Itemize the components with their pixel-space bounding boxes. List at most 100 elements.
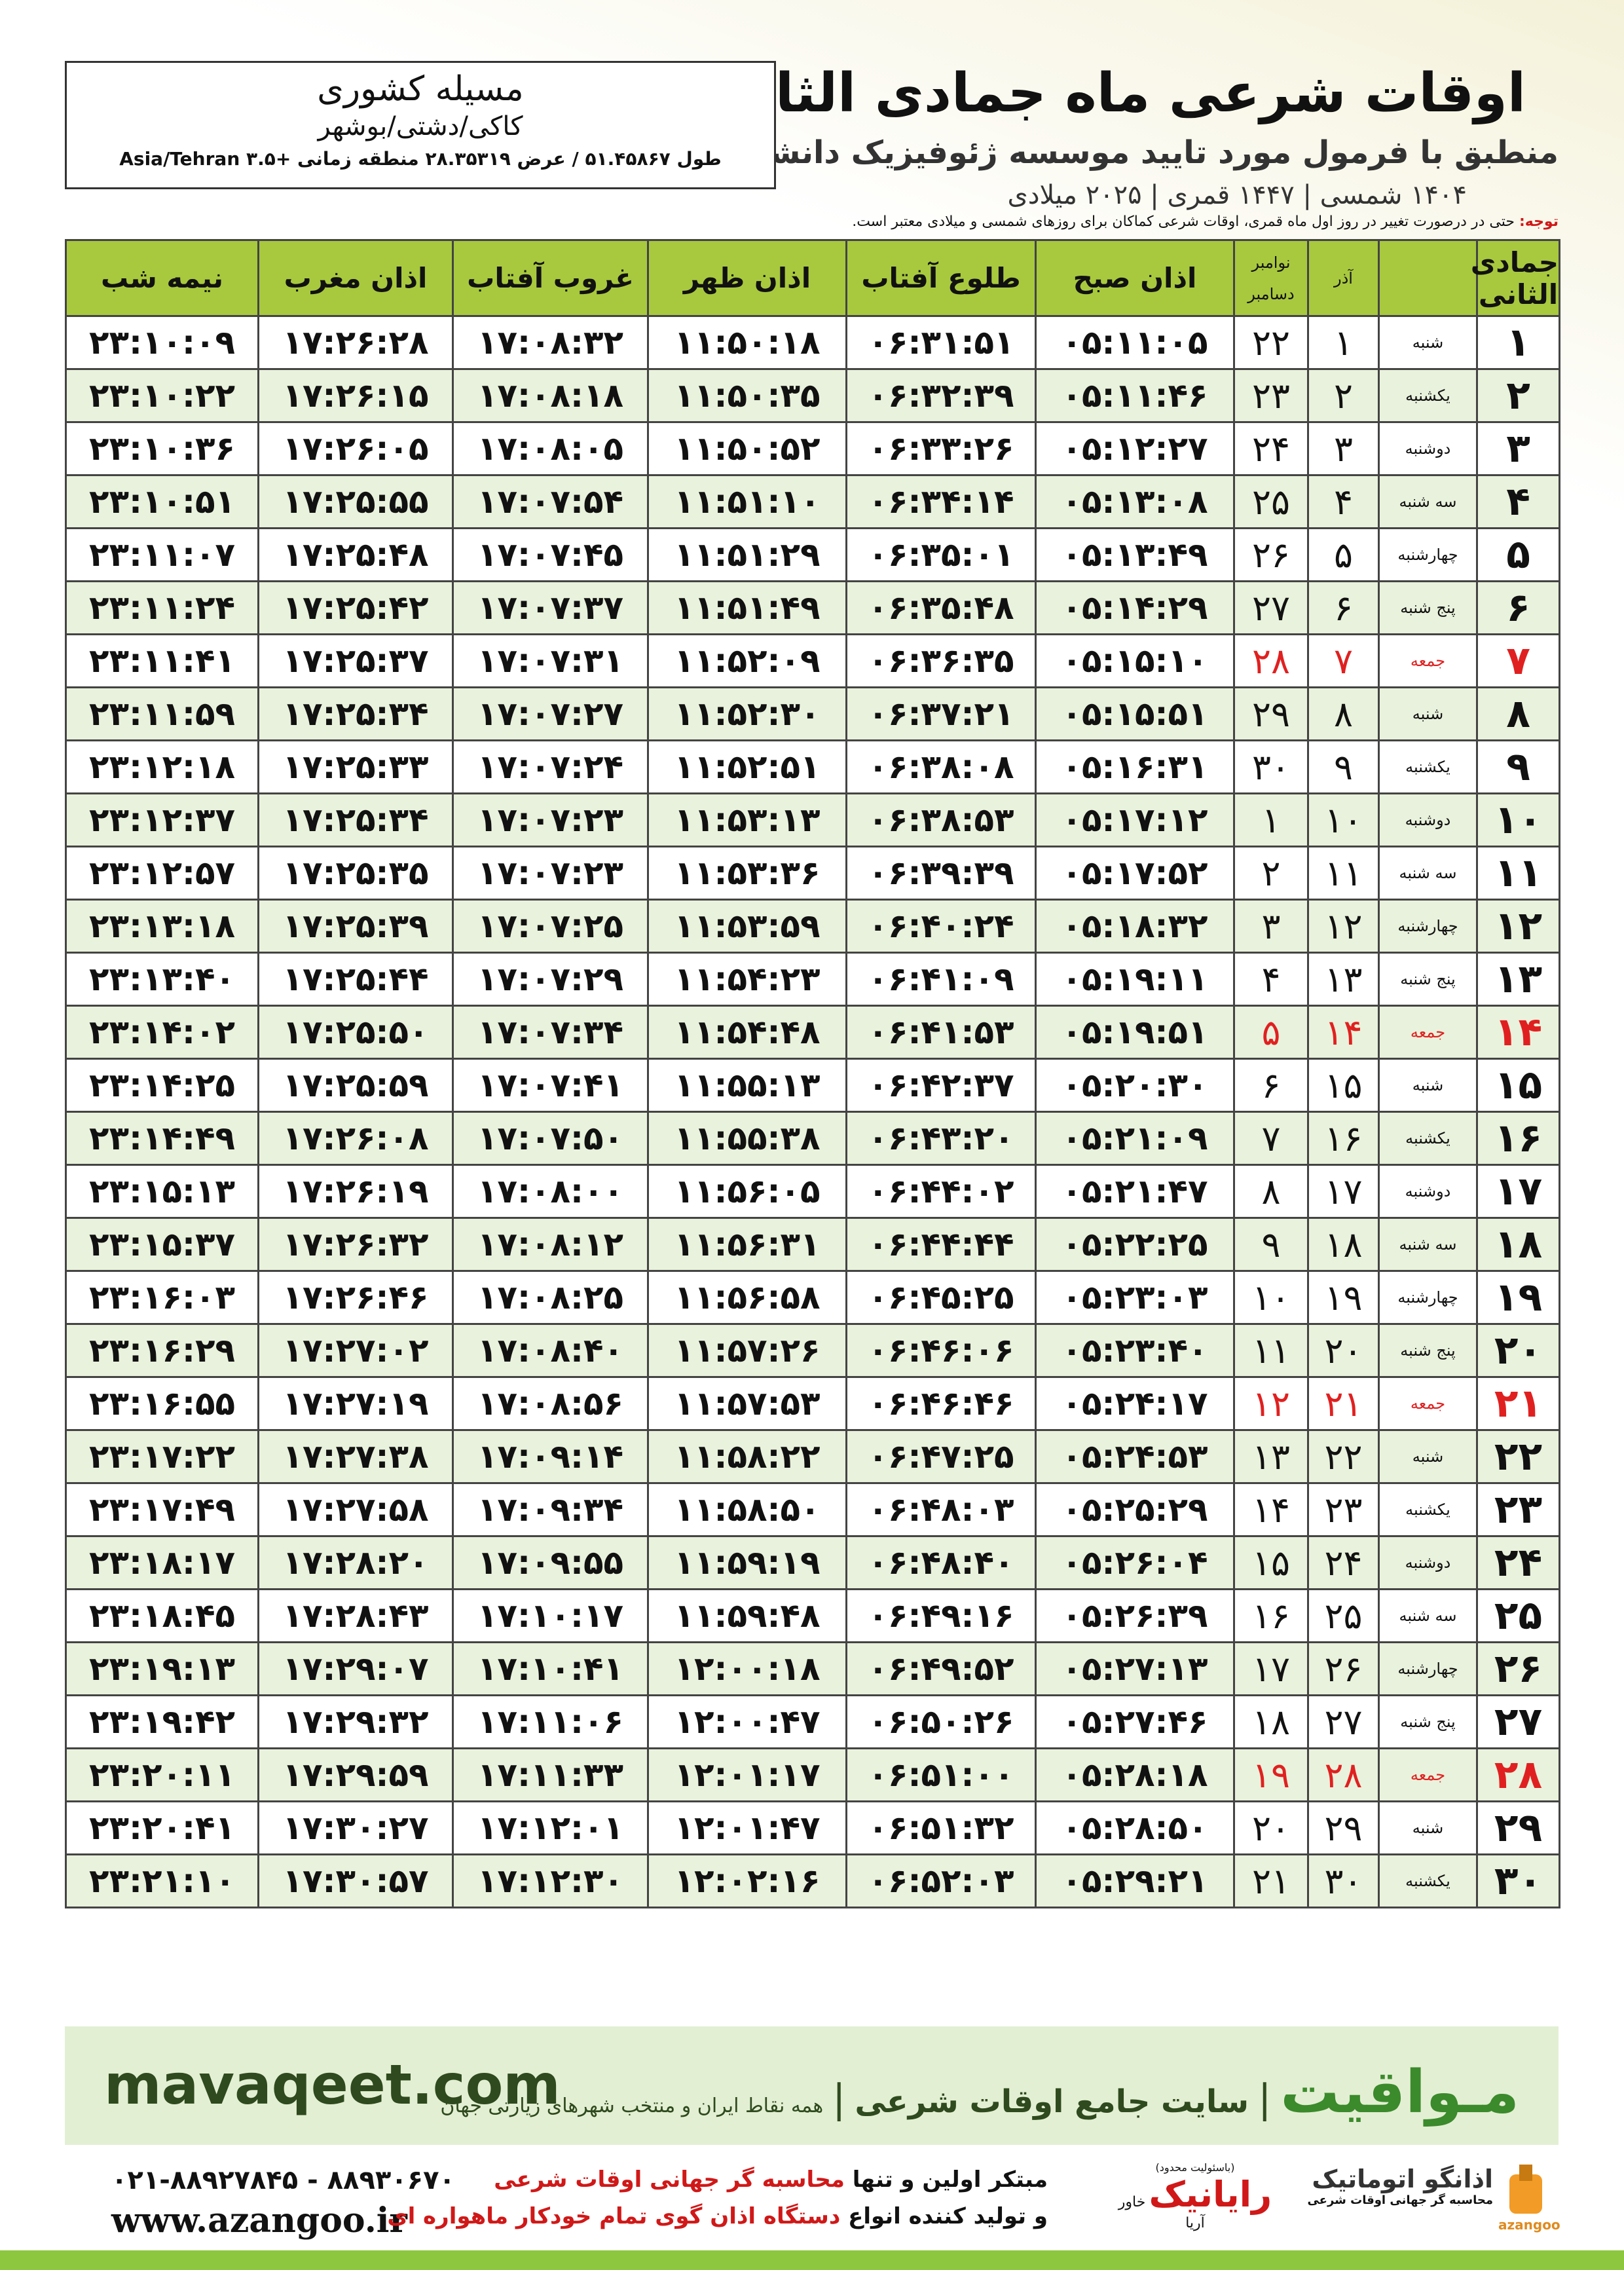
table-cell: شنبه [1378,1800,1478,1855]
table-cell: ۹ [1307,739,1380,794]
logo-rayanik: (باسئولیت محدود) رایانیک خاور آریا [1107,2161,1283,2233]
table-cell: ۱۷:۲۶:۳۲ [257,1217,454,1272]
table-row: ۲۷ پنج شنبه ۲۷ ۱۸ ۰۵:۲۷:۴۶ ۰۶:۵۰:۲۶ ۱۲:۰۰:۴۷ ۱۷… [65,1694,1560,1749]
table-cell: ۰۶:۳۵:۴۸ [845,580,1037,635]
table-cell: ۰۶:۵۱:۳۲ [845,1800,1037,1855]
logo-azangoo: اذانگو اتوماتیک محاسبه گر جهانی اوقات شرع… [1303,2161,1560,2233]
logo-sub: خاور آریا [1118,2194,1205,2231]
table-cell: ۱۰ [1233,1270,1309,1325]
table-cell: ۰۶:۴۴:۴۴ [845,1217,1037,1272]
table-cell: ۱۲:۰۰:۴۷ [647,1694,847,1749]
table-cell: ۰۵:۲۹:۲۱ [1035,1853,1235,1908]
table-cell: ۲۳:۱۹:۴۲ [65,1694,259,1749]
table-cell: ۵ [1233,1005,1309,1060]
table-row: ۱۳ پنج شنبه ۱۳ ۴ ۰۵:۱۹:۱۱ ۰۶:۴۱:۰۹ ۱۱:۵۴:۲۳ ۱۷:… [65,952,1560,1007]
banner: mavaqeet.com مـواقیت|سایت جامع اوقات شرع… [65,2026,1559,2145]
table-cell: ۱۷:۲۶:۱۹ [257,1164,454,1219]
table-cell: ۰۶:۴۸:۰۳ [845,1482,1037,1537]
table-cell: ۱۷:۲۵:۴۸ [257,527,454,582]
table-cell: ۱۲:۰۲:۱۶ [647,1853,847,1908]
table-cell: ۹ [1233,1217,1309,1272]
table-cell: ۳ [1476,421,1560,476]
table-cell: ۱۷ [1307,1164,1380,1219]
table-row: ۷ جمعه ۷ ۲۸ ۰۵:۱۵:۱۰ ۰۶:۳۶:۳۵ ۱۱:۵۲:۰۹ ۱۷:۰۷:۳۱… [65,633,1560,688]
table-cell: ۱۴ [1233,1482,1309,1537]
table-cell: ۱ [1233,792,1309,847]
table-cell: دوشنبه [1378,792,1478,847]
table-row: ۱۷ دوشنبه ۱۷ ۸ ۰۵:۲۱:۴۷ ۰۶:۴۴:۰۲ ۱۱:۵۶:۰۵ ۱۷:۰۸… [65,1164,1560,1219]
table-cell: ۲۴ [1476,1535,1560,1590]
table-cell: ۲۷ [1476,1694,1560,1749]
table-cell: ۱۱:۵۳:۳۶ [647,846,847,901]
table-cell: سه شنبه [1378,1217,1478,1272]
table-cell: ۴ [1233,952,1309,1007]
table-cell: ۱۱ [1476,846,1560,901]
table-cell: ۲ [1307,368,1380,423]
table-cell: ۱۱:۵۴:۲۳ [647,952,847,1007]
table-cell: ۶ [1476,580,1560,635]
table-row: ۱۰ دوشنبه ۱۰ ۱ ۰۵:۱۷:۱۲ ۰۶:۳۸:۵۳ ۱۱:۵۳:۱۳ ۱۷:۰۷… [65,792,1560,847]
table-cell: ۰۵:۲۳:۴۰ [1035,1323,1235,1378]
table-cell: ۲۳:۱۱:۵۹ [65,686,259,741]
table-cell: ۱۵ [1307,1058,1380,1113]
table-cell: ۱۷:۰۷:۵۰ [452,1111,649,1166]
table-cell: ۰۶:۴۸:۴۰ [845,1535,1037,1590]
table-cell: ۲ [1476,368,1560,423]
website[interactable]: www.azangoo.ir [111,2201,407,2241]
table-cell: ۰۶:۴۹:۱۶ [845,1588,1037,1643]
table-cell: ۰۵:۲۰:۳۰ [1035,1058,1235,1113]
table-cell: ۰۶:۳۹:۳۹ [845,846,1037,901]
table-cell: ۸ [1476,686,1560,741]
table-cell: ۲۵ [1233,474,1309,529]
table-cell: ۱۱:۵۶:۳۱ [647,1217,847,1272]
table-cell: ۱۷ [1233,1641,1309,1696]
table-cell: سه شنبه [1378,1588,1478,1643]
table-cell: ۱۲ [1307,899,1380,954]
table-cell: ۱۱:۵۰:۳۵ [647,368,847,423]
table-cell: سه شنبه [1378,846,1478,901]
table-cell: ۲۳:۱۷:۲۲ [65,1429,259,1484]
table-cell: ۰۶:۳۶:۳۵ [845,633,1037,688]
table-row: ۲۲ شنبه ۲۲ ۱۳ ۰۵:۲۴:۵۳ ۰۶:۴۷:۲۵ ۱۱:۵۸:۲۲ ۱۷:۰۹:… [65,1429,1560,1484]
table-cell: ۱۷:۲۵:۴۴ [257,952,454,1007]
table-cell: ۲۴ [1307,1535,1380,1590]
times-table: جمادی الثانی آذر نوامبر دسامبر اذان صبح طلوع … [65,239,1560,1908]
table-cell: ۲۰ [1233,1800,1309,1855]
table-cell: ۱۷:۱۰:۱۷ [452,1588,649,1643]
table-cell: ۱۷:۰۷:۲۷ [452,686,649,741]
table-cell: ۱۱:۵۶:۵۸ [647,1270,847,1325]
table-cell: ۰۶:۴۶:۴۶ [845,1376,1037,1431]
table-row: ۲۳ یکشنبه ۲۳ ۱۴ ۰۵:۲۵:۲۹ ۰۶:۴۸:۰۳ ۱۱:۵۸:۵۰ ۱۷:۰… [65,1482,1560,1537]
table-cell: ۲۳ [1307,1482,1380,1537]
banner-brand: مـواقیت|سایت جامع اوقات شرعی|همه نقاط ای… [440,2058,1519,2127]
table-cell: ۹ [1476,739,1560,794]
table-cell: ۱۱ [1307,846,1380,901]
site-url[interactable]: mavaqeet.com [104,2053,561,2117]
table-cell: ۷ [1233,1111,1309,1166]
table-cell: ۰۶:۳۷:۲۱ [845,686,1037,741]
table-row: ۲۸ جمعه ۲۸ ۱۹ ۰۵:۲۸:۱۸ ۰۶:۵۱:۰۰ ۱۲:۰۱:۱۷ ۱۷:۱۱:… [65,1747,1560,1802]
logo-name: اذانگو اتوماتیک [1312,2165,1493,2193]
table-cell: ۱۱:۵۸:۲۲ [647,1429,847,1484]
table-cell: ۱۸ [1233,1694,1309,1749]
table-cell: شنبه [1378,686,1478,741]
column-header: اذان مغرب [257,239,454,317]
table-cell: ۰۶:۳۸:۵۳ [845,792,1037,847]
table-cell: ۱۱:۵۵:۳۸ [647,1111,847,1166]
table-cell: ۲۰ [1476,1323,1560,1378]
table-cell: ۱۷:۰۹:۳۴ [452,1482,649,1537]
table-cell: ۱۷:۱۱:۰۶ [452,1694,649,1749]
table-cell: ۲۳:۱۰:۵۱ [65,474,259,529]
table-row: ۲۰ پنج شنبه ۲۰ ۱۱ ۰۵:۲۳:۴۰ ۰۶:۴۶:۰۶ ۱۱:۵۷:۲۶ ۱۷… [65,1323,1560,1378]
table-cell: ۲۳:۱۶:۲۹ [65,1323,259,1378]
table-cell: ۱۷:۲۵:۵۵ [257,474,454,529]
table-cell: ۲۳:۱۲:۱۸ [65,739,259,794]
table-cell: ۱۱:۵۱:۴۹ [647,580,847,635]
brand: مـواقیت [1280,2058,1519,2127]
table-cell: ۱۶ [1476,1111,1560,1166]
table-cell: ۱۳ [1233,1429,1309,1484]
table-row: ۱۸ سه شنبه ۱۸ ۹ ۰۵:۲۲:۲۵ ۰۶:۴۴:۴۴ ۱۱:۵۶:۳۱ ۱۷:۰… [65,1217,1560,1272]
table-body: ۱ شنبه ۱ ۲۲ ۰۵:۱۱:۰۵ ۰۶:۳۱:۵۱ ۱۱:۵۰:۱۸ ۱۷:۰۸:۳۲… [65,315,1560,1908]
table-cell: ۱۷:۲۵:۳۴ [257,686,454,741]
column-header: غروب آفتاب [452,239,649,317]
